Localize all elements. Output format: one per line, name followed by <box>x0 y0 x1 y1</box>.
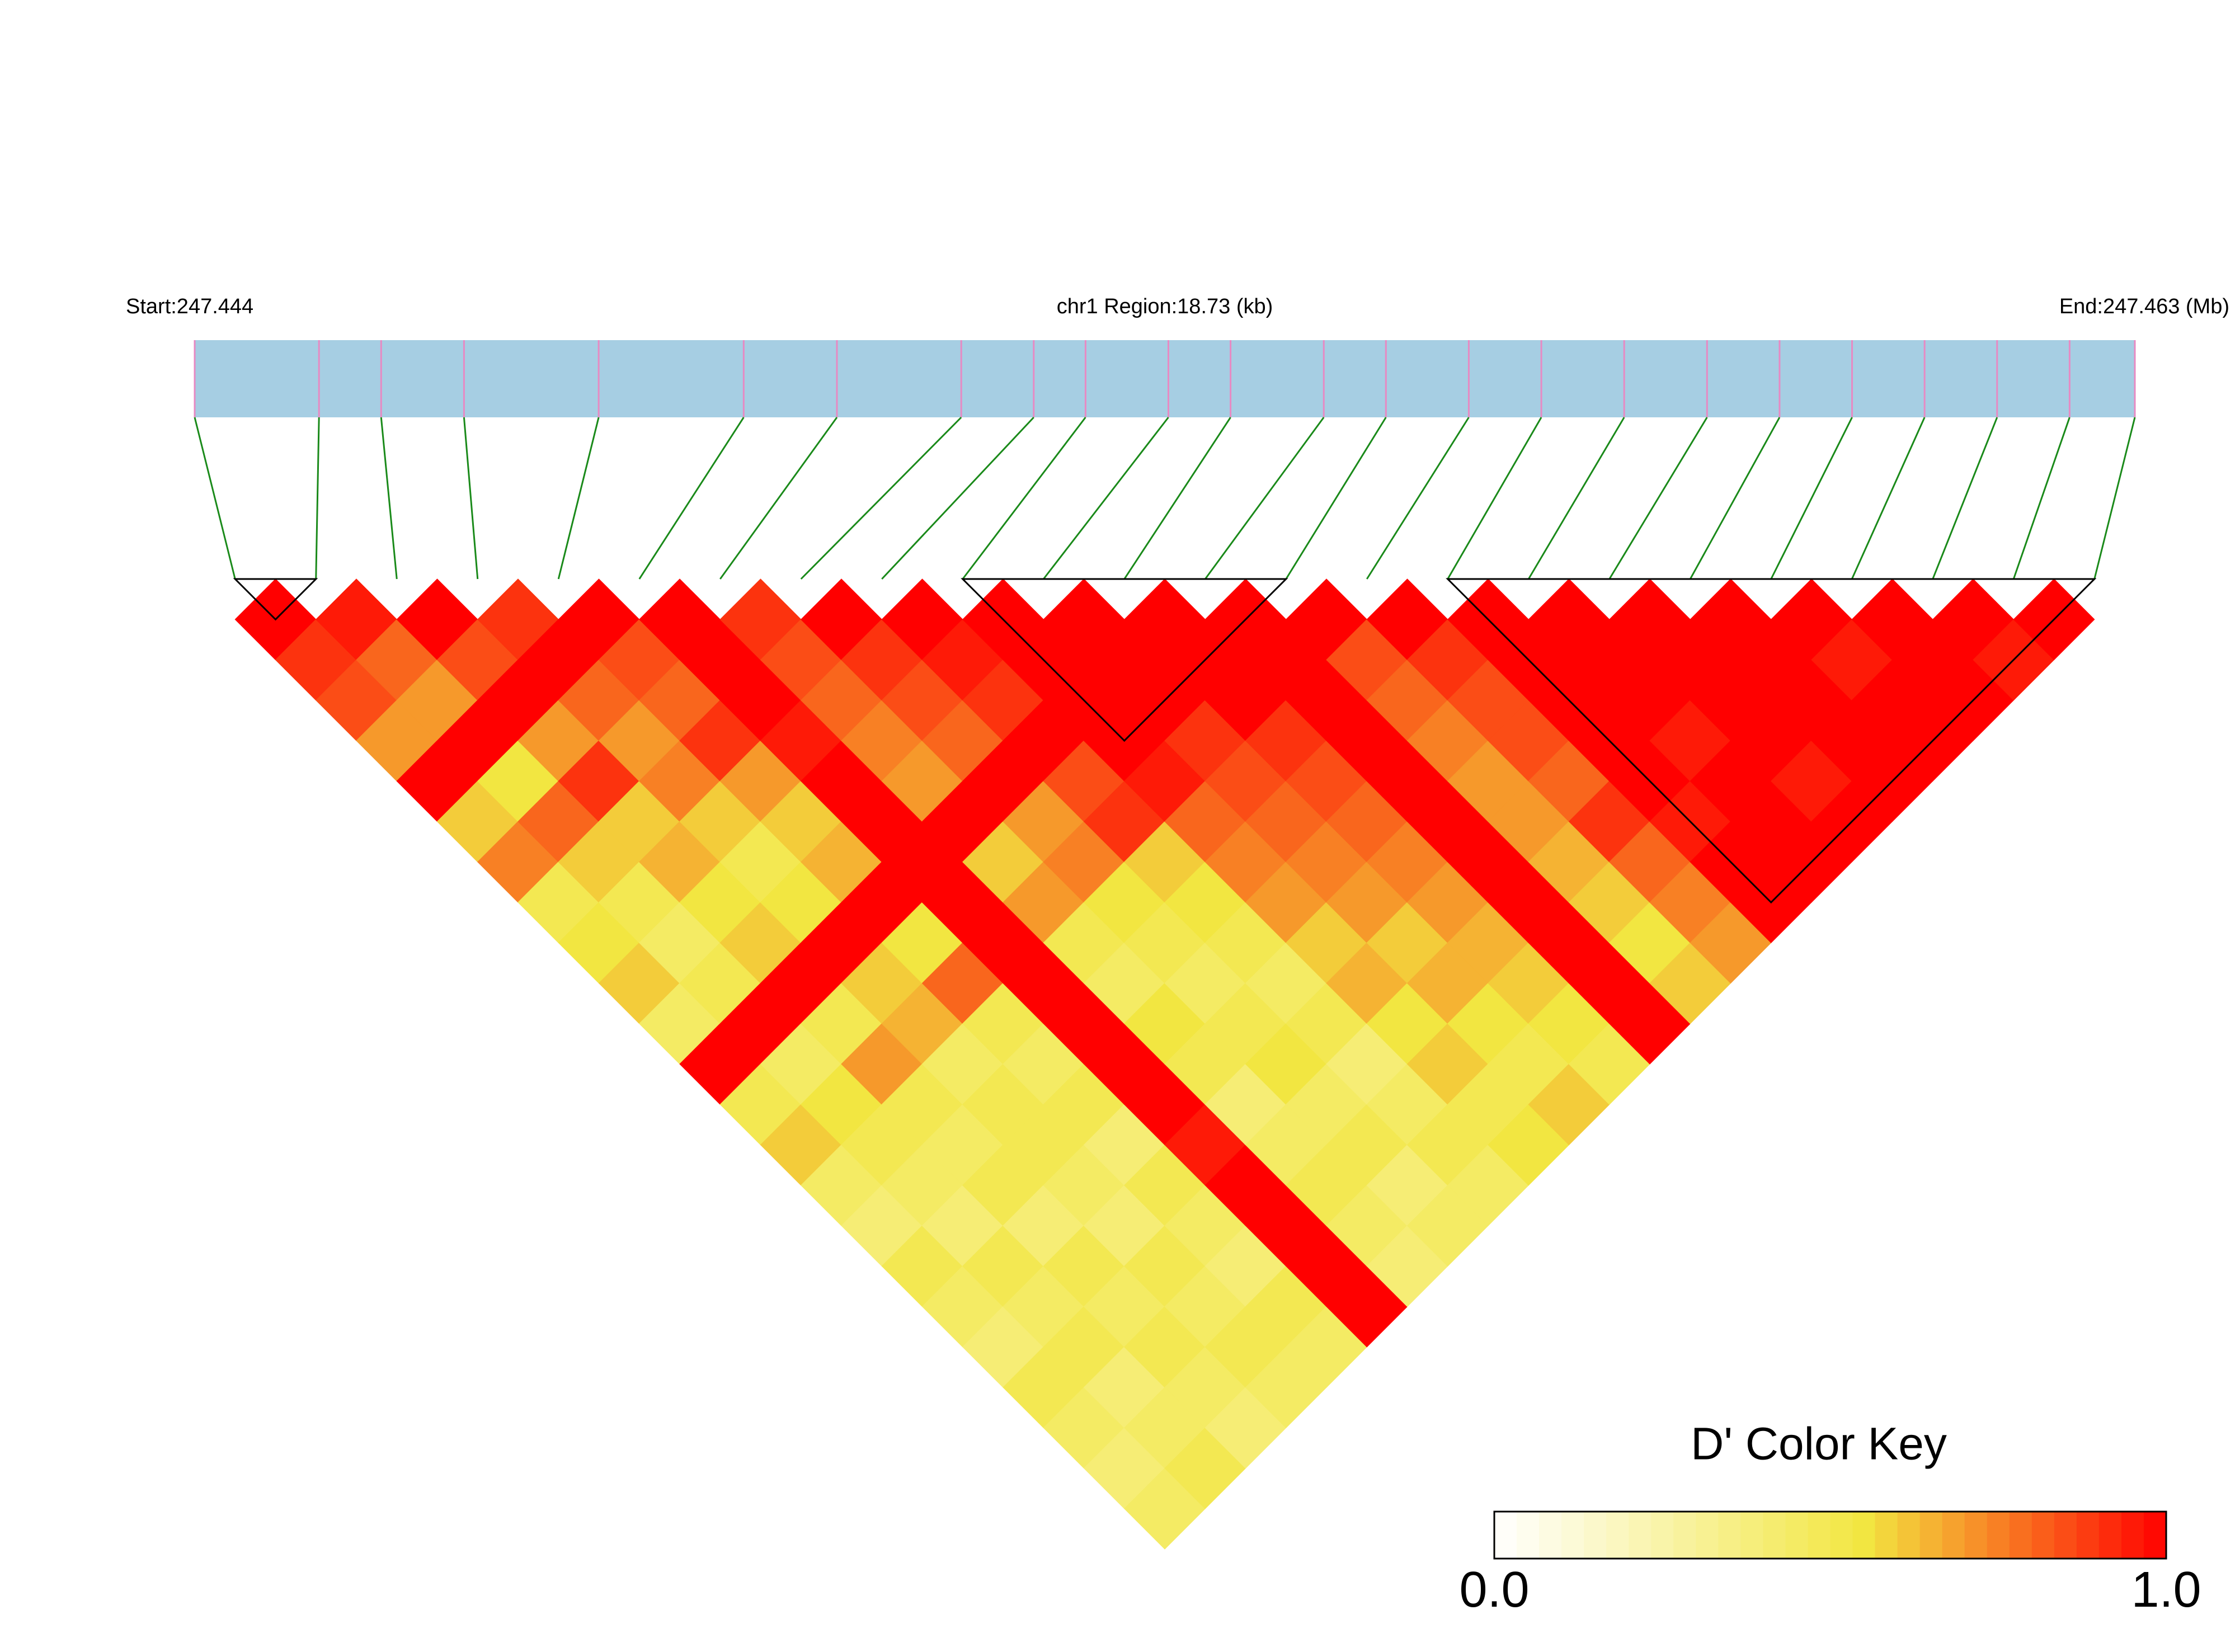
snp-link <box>2093 417 2136 580</box>
snp-link <box>557 417 600 580</box>
snp-link <box>962 417 1086 580</box>
key-swatch <box>1763 1512 1786 1559</box>
snp-link <box>1366 417 1470 580</box>
key-swatch <box>1561 1512 1584 1559</box>
snp-link <box>1043 417 1169 580</box>
key-swatch <box>2054 1512 2077 1559</box>
key-swatch <box>1718 1512 1741 1559</box>
snp-link <box>1770 417 1853 580</box>
key-swatch <box>1919 1512 1943 1559</box>
snp-link <box>1204 417 1325 580</box>
key-tick-label: 0.0 <box>1459 1562 1529 1618</box>
snp-link <box>463 417 479 580</box>
key-frame <box>1493 1510 2167 1560</box>
key-swatch <box>1539 1512 1562 1559</box>
key-swatch <box>2031 1512 2055 1559</box>
key-swatch <box>1987 1512 2010 1559</box>
snp-link <box>1285 417 1387 580</box>
snp-bar <box>195 340 2135 417</box>
snp-link <box>194 417 236 580</box>
key-swatch <box>1629 1512 1651 1559</box>
ld-block <box>961 578 1288 742</box>
key-swatch <box>1651 1512 1674 1559</box>
key-swatch <box>1584 1512 1607 1559</box>
key-swatch <box>1964 1512 1988 1559</box>
snp-link <box>1608 417 1708 580</box>
key-swatch <box>1897 1512 1921 1559</box>
region-label: chr1 Region:18.73 (kb) <box>1057 295 1273 318</box>
snp-link <box>380 417 398 580</box>
snp-link <box>2012 417 2071 580</box>
snp-link <box>638 417 745 580</box>
key-swatch <box>2009 1512 2032 1559</box>
snp-link <box>1689 417 1781 580</box>
key-tick-label: 1.0 <box>2131 1562 2201 1618</box>
snp-link <box>1851 417 1926 580</box>
snp-link <box>1932 417 1998 580</box>
snp-link <box>1527 417 1625 580</box>
key-swatch <box>2143 1512 2167 1559</box>
key-swatch <box>1808 1512 1831 1559</box>
snp-link <box>1447 417 1542 580</box>
ld-block <box>1446 578 2097 904</box>
key-swatch <box>1494 1512 1517 1559</box>
key-swatch <box>1740 1512 1763 1559</box>
key-swatch <box>2076 1512 2100 1559</box>
key-swatch <box>1696 1512 1719 1559</box>
snp-link <box>719 417 838 580</box>
snp-link <box>315 417 320 580</box>
snp-link <box>881 416 1034 580</box>
key-swatch <box>1785 1512 1808 1559</box>
key-swatch <box>2098 1512 2122 1559</box>
key-swatch <box>1673 1512 1696 1559</box>
key-swatch <box>1852 1512 1876 1559</box>
ld-block <box>233 578 318 621</box>
snp-link <box>800 416 962 580</box>
key-swatch <box>1830 1512 1853 1559</box>
end-label: End:247.463 (Mb) <box>2059 295 2229 318</box>
start-label: Start:247.444 <box>126 295 253 318</box>
key-swatch <box>1875 1512 1898 1559</box>
key-title: D' Color Key <box>1691 1419 1947 1470</box>
key-swatch <box>1942 1512 1965 1559</box>
snp-link <box>1123 417 1231 580</box>
key-swatch <box>2121 1512 2144 1559</box>
key-swatch <box>1606 1512 1629 1559</box>
key-swatch <box>1517 1512 1540 1559</box>
